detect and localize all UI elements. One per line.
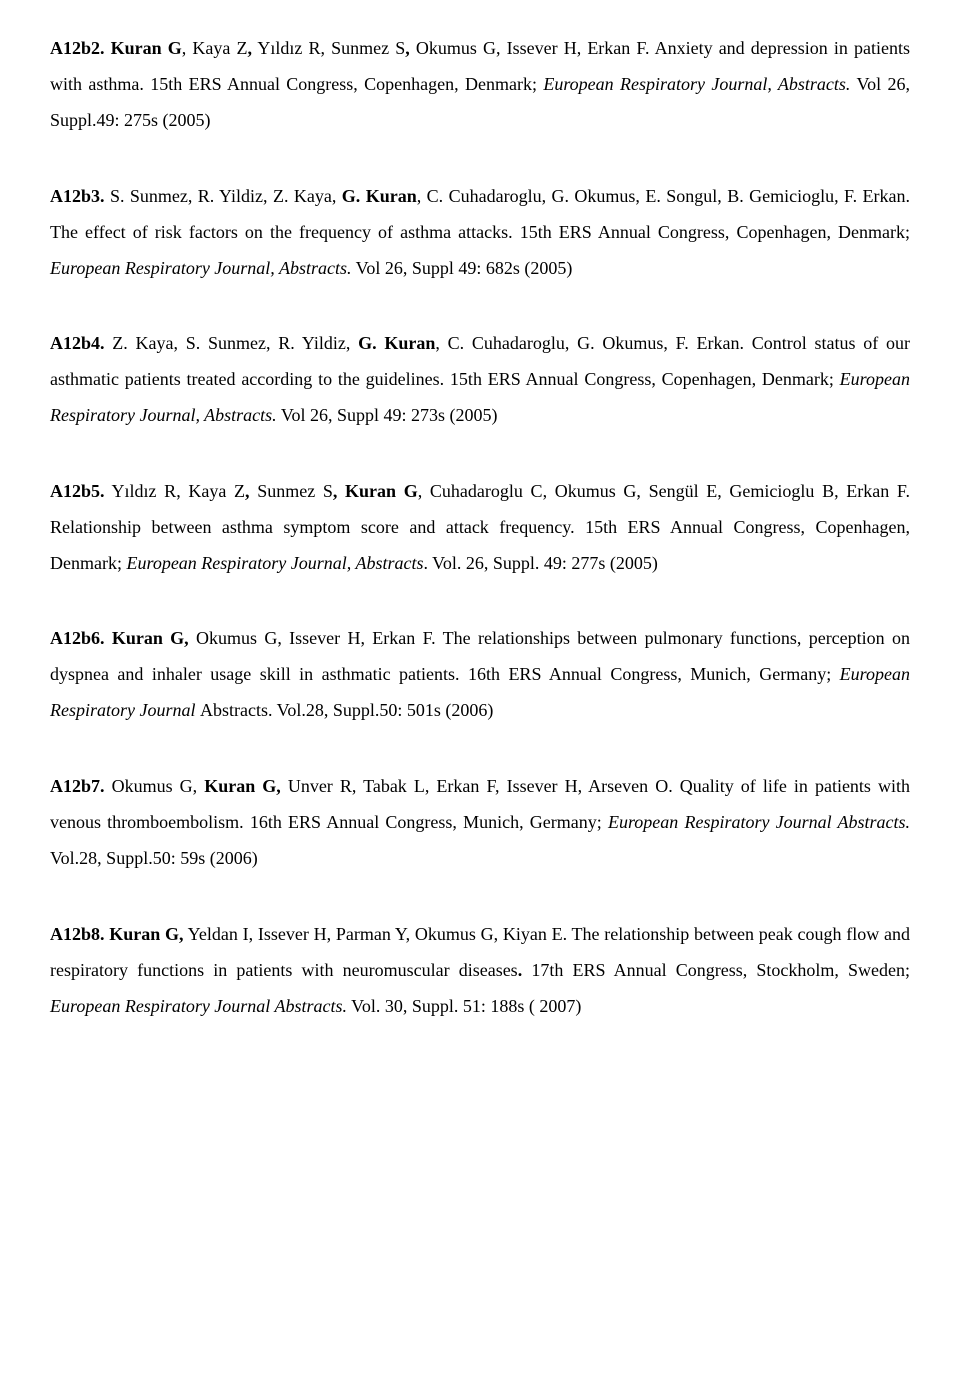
reference-entry: A12b6. Kuran G, Okumus G, Issever H, Erk…: [50, 620, 910, 728]
reference-entry: A12b3. S. Sunmez, R. Yildiz, Z. Kaya, G.…: [50, 178, 910, 286]
reference-text: Okumus G,: [105, 776, 205, 796]
reference-id: A12b6.: [50, 628, 105, 648]
reference-text: Kuran G,: [204, 776, 281, 796]
reference-text: Kuran G,: [105, 628, 189, 648]
reference-text: S. Sunmez, R. Yildiz, Z. Kaya,: [105, 186, 342, 206]
reference-list: A12b2. Kuran G, Kaya Z, Yıldız R, Sunmez…: [50, 30, 910, 1024]
reference-id: A12b4.: [50, 333, 105, 353]
reference-text: Vol. 30, Suppl. 51: 188s ( 2007): [347, 996, 581, 1016]
reference-entry: A12b2. Kuran G, Kaya Z, Yıldız R, Sunmez…: [50, 30, 910, 138]
reference-text: Vol 26, Suppl 49: 273s (2005): [277, 405, 498, 425]
reference-text: European Respiratory Journal Abstracts.: [608, 812, 910, 832]
reference-id: A12b8.: [50, 924, 105, 944]
reference-text: European Respiratory Journal, Abstracts.: [50, 258, 351, 278]
reference-text: Abstracts. Vol.28, Suppl.50: 501s (2006): [200, 700, 493, 720]
reference-text: G. Kuran: [342, 186, 417, 206]
reference-id: A12b2.: [50, 38, 105, 58]
reference-text: Vol 26, Suppl 49: 682s (2005): [351, 258, 572, 278]
reference-text: Kuran G,: [105, 924, 184, 944]
reference-text: . Vol. 26, Suppl. 49: 277s (2005): [423, 553, 657, 573]
reference-text: Kuran G: [105, 38, 182, 58]
reference-text: Z. Kaya, S. Sunmez, R. Yildiz,: [105, 333, 359, 353]
reference-id: A12b3.: [50, 186, 105, 206]
reference-text: G. Kuran: [358, 333, 435, 353]
reference-entry: A12b4. Z. Kaya, S. Sunmez, R. Yildiz, G.…: [50, 325, 910, 433]
reference-id: A12b5.: [50, 481, 105, 501]
reference-text: Sunmez S: [250, 481, 333, 501]
reference-entry: A12b8. Kuran G, Yeldan I, Issever H, Par…: [50, 916, 910, 1024]
reference-text: European Respiratory Journal Abstracts.: [50, 996, 347, 1016]
reference-entry: A12b5. Yıldız R, Kaya Z, Sunmez S, Kuran…: [50, 473, 910, 581]
reference-text: European Respiratory Journal, Abstracts.: [543, 74, 850, 94]
reference-text: 17th ERS Annual Congress, Stockholm, Swe…: [522, 960, 910, 980]
reference-text: European Respiratory Journal, Abstracts: [126, 553, 423, 573]
reference-id: A12b7.: [50, 776, 105, 796]
reference-entry: A12b7. Okumus G, Kuran G, Unver R, Tabak…: [50, 768, 910, 876]
reference-text: Yıldız R, Kaya Z: [105, 481, 246, 501]
reference-text: , Kaya Z: [182, 38, 248, 58]
reference-text: Yıldız R, Sunmez S: [252, 38, 405, 58]
reference-text: Vol.28, Suppl.50: 59s (2006): [50, 848, 258, 868]
reference-text: , Kuran G: [333, 481, 418, 501]
